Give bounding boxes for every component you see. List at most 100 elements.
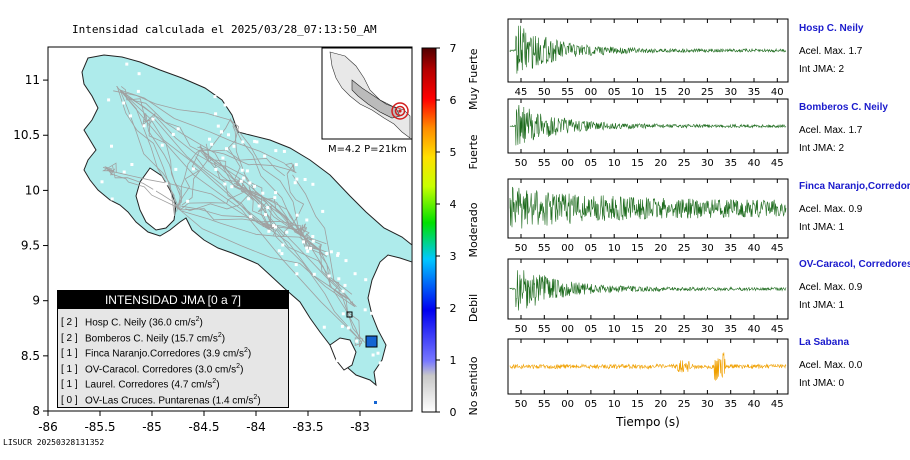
town-marker: [311, 235, 315, 238]
waveform-trace: [509, 186, 787, 229]
map-x-axis: -86 -85.5 -85 -84.5 -84 -83.5 -83: [38, 411, 370, 434]
town-marker: [246, 130, 250, 134]
time-tick-label: 40: [748, 158, 761, 169]
town-marker: [325, 252, 329, 255]
town-marker: [257, 204, 261, 208]
town-marker: [343, 283, 347, 287]
waveform-panel: 50 55 00 05 10 15 20 25 30 35 40 45: [507, 258, 789, 335]
town-marker: [255, 140, 259, 144]
colorbar-tick-label: 3: [450, 250, 457, 263]
town-marker: [225, 147, 228, 151]
town-marker: [130, 163, 134, 166]
time-tick-label: 00: [561, 243, 574, 254]
road: [119, 89, 286, 165]
time-tick-label: 25: [678, 158, 691, 169]
time-tick-label: 05: [585, 158, 598, 169]
town-marker: [295, 177, 299, 181]
town-marker: [213, 95, 217, 99]
town-marker: [364, 278, 368, 282]
road: [120, 86, 151, 123]
town-marker: [227, 133, 230, 137]
time-tick-label: 05: [585, 399, 598, 410]
road: [181, 210, 321, 251]
town-marker: [336, 253, 340, 257]
time-tick-label: 10: [608, 243, 621, 254]
time-tick-label: 35: [724, 324, 737, 335]
x-tick-label: -83.5: [292, 420, 323, 434]
town-marker: [294, 163, 298, 167]
road: [199, 149, 286, 177]
road: [179, 208, 294, 225]
time-tick-label: 15: [631, 158, 644, 169]
time-tick-label: 55: [538, 158, 551, 169]
colorbar-tick-label: 6: [450, 94, 457, 107]
time-tick-label: 00: [585, 87, 598, 98]
colorbar-tick-label: 7: [450, 42, 457, 55]
y-tick-label: 8.5: [21, 349, 40, 363]
time-tick-label: 20: [678, 87, 691, 98]
legend-row-unit-exponent: 2: [253, 393, 258, 401]
epicenter-ring-outer: [391, 102, 409, 120]
town-marker: [248, 181, 252, 185]
colorbar-category-label: Fuerte: [467, 134, 480, 169]
town-marker: [214, 112, 218, 116]
town-marker: [242, 176, 246, 180]
legend-row-intensity: [ 2 ]: [61, 317, 78, 329]
waveform-trace: [509, 270, 787, 311]
time-tick-label: 55: [561, 87, 574, 98]
time-tick-label: 10: [608, 324, 621, 335]
legend-row-close: ): [240, 363, 244, 375]
town-marker: [263, 154, 267, 158]
town-marker: [303, 178, 307, 181]
y-tick-label: 8: [32, 404, 40, 418]
station-marker: [365, 335, 378, 348]
x-tick-label: -84.5: [188, 420, 219, 434]
town-marker: [253, 139, 257, 143]
town-markers: [100, 62, 383, 365]
town-marker: [363, 308, 367, 312]
town-marker: [282, 149, 286, 153]
station-jma-intensity: Int JMA: 2: [799, 143, 845, 154]
legend-row-close: ): [257, 394, 261, 406]
town-marker: [294, 263, 298, 267]
legend-row-intensity: [ 2 ]: [61, 332, 78, 344]
legend-row-station: Laurel. Corredores (4.7 cm/s: [85, 379, 213, 391]
town-marker: [171, 132, 175, 136]
town-marker: [329, 250, 333, 254]
legend-row-intensity: [ 1 ]: [61, 348, 78, 360]
y-tick-label: 9.5: [21, 239, 40, 253]
legend-row-unit-exponent: 2: [212, 378, 217, 385]
time-tick-label: 35: [724, 158, 737, 169]
colorbar-tick-label: 1: [450, 354, 457, 367]
town-marker: [377, 305, 381, 309]
colorbar-category-label: Debil: [467, 294, 480, 322]
town-marker: [371, 353, 375, 357]
town-marker: [122, 170, 126, 174]
x-tick-label: -85.5: [84, 420, 115, 434]
road: [233, 182, 247, 193]
town-marker: [378, 361, 382, 365]
time-tick-label: 10: [608, 158, 621, 169]
station-max-accel: Acel. Max. 0.9: [799, 204, 863, 215]
time-tick-label: 20: [654, 243, 667, 254]
town-marker: [261, 191, 265, 195]
road: [148, 119, 181, 212]
time-tick-label: 05: [585, 324, 598, 335]
inset-costa-rica: [351, 79, 401, 119]
x-tick-label: -85: [142, 420, 162, 434]
time-tick-label: 30: [701, 324, 714, 335]
road: [116, 85, 361, 341]
time-tick-label: 45: [771, 158, 784, 169]
time-tick-label: 45: [771, 243, 784, 254]
road: [293, 231, 322, 251]
time-tick-label: 50: [515, 324, 528, 335]
town-marker: [340, 324, 344, 328]
town-marker: [214, 168, 218, 171]
town-marker: [241, 140, 245, 144]
road: [176, 149, 201, 207]
road: [178, 149, 201, 206]
town-marker: [336, 252, 340, 256]
town-marker: [110, 197, 114, 201]
page-title: Intensidad calculada el 2025/03/28_07:13…: [72, 23, 377, 36]
road: [116, 86, 181, 211]
